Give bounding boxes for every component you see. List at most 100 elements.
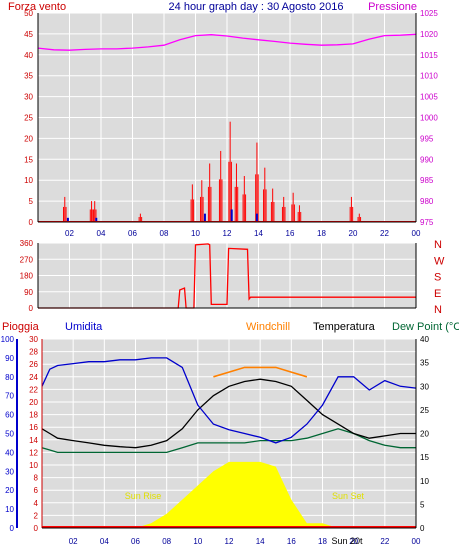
wind-xtick-04: 04 [97,229,106,238]
pressure-tick-985: 985 [420,176,434,185]
temperature-tick-15: 15 [420,453,429,462]
humidity-xtick-22: 22 [380,537,389,546]
pressure-tick-1010: 1010 [420,72,438,81]
humidity-xtick-18: 18 [318,537,327,546]
rain-tick-16: 16 [29,423,38,432]
wind-tick-0: 0 [29,218,34,227]
humidity-axis-title: Umidita [65,321,103,333]
pressure-axis-ticks: 975 980 985 990 995 1000 1005 1010 1015 1020 1025 [420,9,438,227]
rain-tick-4: 4 [34,499,39,508]
temperature-tick-5: 5 [420,500,425,509]
humidity-tick-80: 80 [5,373,14,382]
humidity-xtick-00: 00 [412,537,421,546]
sun-marker-label: Sun 20t [331,536,363,546]
temperature-line [41,378,416,449]
pressure-tick-990: 990 [420,155,434,164]
pressure-tick-975: 975 [420,218,434,227]
humidity-tick-20: 20 [5,486,14,495]
pressure-tick-1015: 1015 [420,51,438,60]
rain-tick-30: 30 [29,335,38,344]
pressure-axis-title: Pressione [368,1,417,13]
wind-pressure-x-ticks: 02 04 06 08 10 12 14 16 18 20 22 00 [65,229,421,238]
humidity-tick-0: 0 [10,524,15,533]
rain-tick-6: 6 [34,486,39,495]
pressure-tick-980: 980 [420,197,434,206]
humidity-tick-50: 50 [5,430,14,439]
rain-tick-26: 26 [29,360,38,369]
wind-tick-15: 15 [24,155,33,164]
direction-tick-0: 0 [29,304,34,313]
wind-xtick-06: 06 [128,229,137,238]
pressure-tick-1005: 1005 [420,93,438,102]
humidity-tick-90: 90 [5,354,14,363]
rain-axis-title: Pioggia [2,321,40,333]
wind-xtick-00: 00 [412,229,421,238]
humidity-axis-ticks: 0 10 20 30 40 50 60 70 80 90 100 [1,335,15,533]
pressure-line [37,33,417,51]
dewpoint-label: Dew Point (°C [392,321,459,333]
rain-tick-22: 22 [29,385,38,394]
humidity-xtick-20: 20 [349,537,358,546]
rain-tick-0: 0 [34,524,39,533]
humidity-tick-100: 100 [1,335,15,344]
temperature-tick-35: 35 [420,359,429,368]
compass-label-3: E [434,288,441,300]
pressure-tick-1020: 1020 [420,30,438,39]
humidity-tick-30: 30 [5,467,14,476]
wind-tick-45: 45 [24,30,33,39]
humidity-xtick-16: 16 [287,537,296,546]
sun-set-label: Sun Set [332,491,365,501]
windchill-line [213,366,308,378]
temperature-tick-25: 25 [420,406,429,415]
humidity-xtick-12: 12 [225,537,234,546]
rain-tick-10: 10 [29,461,38,470]
wind-xtick-12: 12 [223,229,232,238]
humidity-tick-40: 40 [5,448,14,457]
humidity-temperature-x-ticks: 02 04 06 08 10 12 14 16 18 20 22 00 [69,537,421,546]
compass-label-2: S [434,272,441,284]
compass-label-1: W [434,255,445,267]
wind-tick-10: 10 [24,176,33,185]
humidity-tick-60: 60 [5,411,14,420]
humidity-xtick-06: 06 [131,537,140,546]
direction-tick-180: 180 [20,272,34,281]
rain-tick-14: 14 [29,436,38,445]
humidity-xtick-02: 02 [69,537,78,546]
compass-label-4: N [434,304,442,316]
rain-tick-20: 20 [29,398,38,407]
temperature-tick-30: 30 [420,382,429,391]
temperature-tick-0: 0 [420,524,425,533]
pressure-tick-995: 995 [420,134,434,143]
direction-tick-360: 360 [20,239,34,248]
direction-tick-270: 270 [20,255,34,264]
sun-rise-label: Sun Rise [125,491,162,501]
humidity-xtick-08: 08 [162,537,171,546]
wind-tick-20: 20 [24,134,33,143]
wind-direction-line [38,243,416,309]
temperature-tick-10: 10 [420,477,429,486]
wind-direction-series [38,243,416,309]
wind-xtick-20: 20 [349,229,358,238]
humidity-xtick-10: 10 [193,537,202,546]
wind-tick-30: 30 [24,93,33,102]
wind-axis-title: Forza vento [8,1,66,13]
humidity-line [41,357,417,444]
compass-label-0: N [434,239,442,251]
wind-xtick-22: 22 [380,229,389,238]
pressure-tick-1000: 1000 [420,114,438,123]
temperature-label: Temperatura [313,321,376,333]
wind-xtick-10: 10 [191,229,200,238]
rain-tick-2: 2 [34,511,39,520]
solar-radiation-area [42,461,416,528]
humidity-xtick-14: 14 [256,537,265,546]
wind-direction-ticks: 0 90 180 270 360 [20,239,34,313]
wind-xtick-16: 16 [286,229,295,238]
wind-xtick-02: 02 [65,229,74,238]
temperature-axis-ticks: 0 5 10 15 20 25 30 35 40 [420,335,429,533]
wind-tick-50: 50 [24,9,33,18]
wind-xtick-14: 14 [254,229,263,238]
rain-tick-24: 24 [29,373,38,382]
